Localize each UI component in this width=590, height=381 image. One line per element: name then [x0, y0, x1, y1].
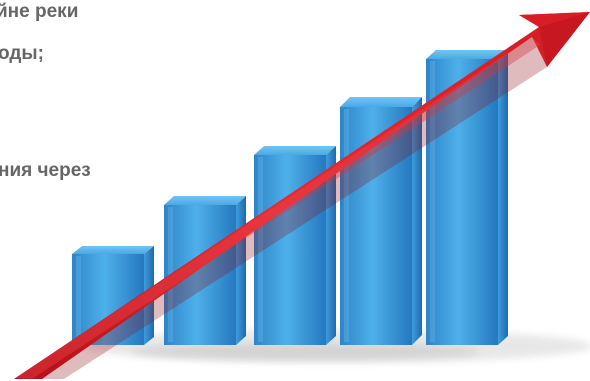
ground-shadow-inner — [130, 343, 480, 361]
bar-5 — [426, 50, 508, 345]
text-line-2: оды; — [0, 43, 44, 64]
trend-arrow — [14, 12, 590, 379]
bar-4 — [340, 97, 422, 345]
text-line-1: бассейне реки — [0, 1, 79, 22]
text-line-3: ния через — [0, 160, 91, 181]
